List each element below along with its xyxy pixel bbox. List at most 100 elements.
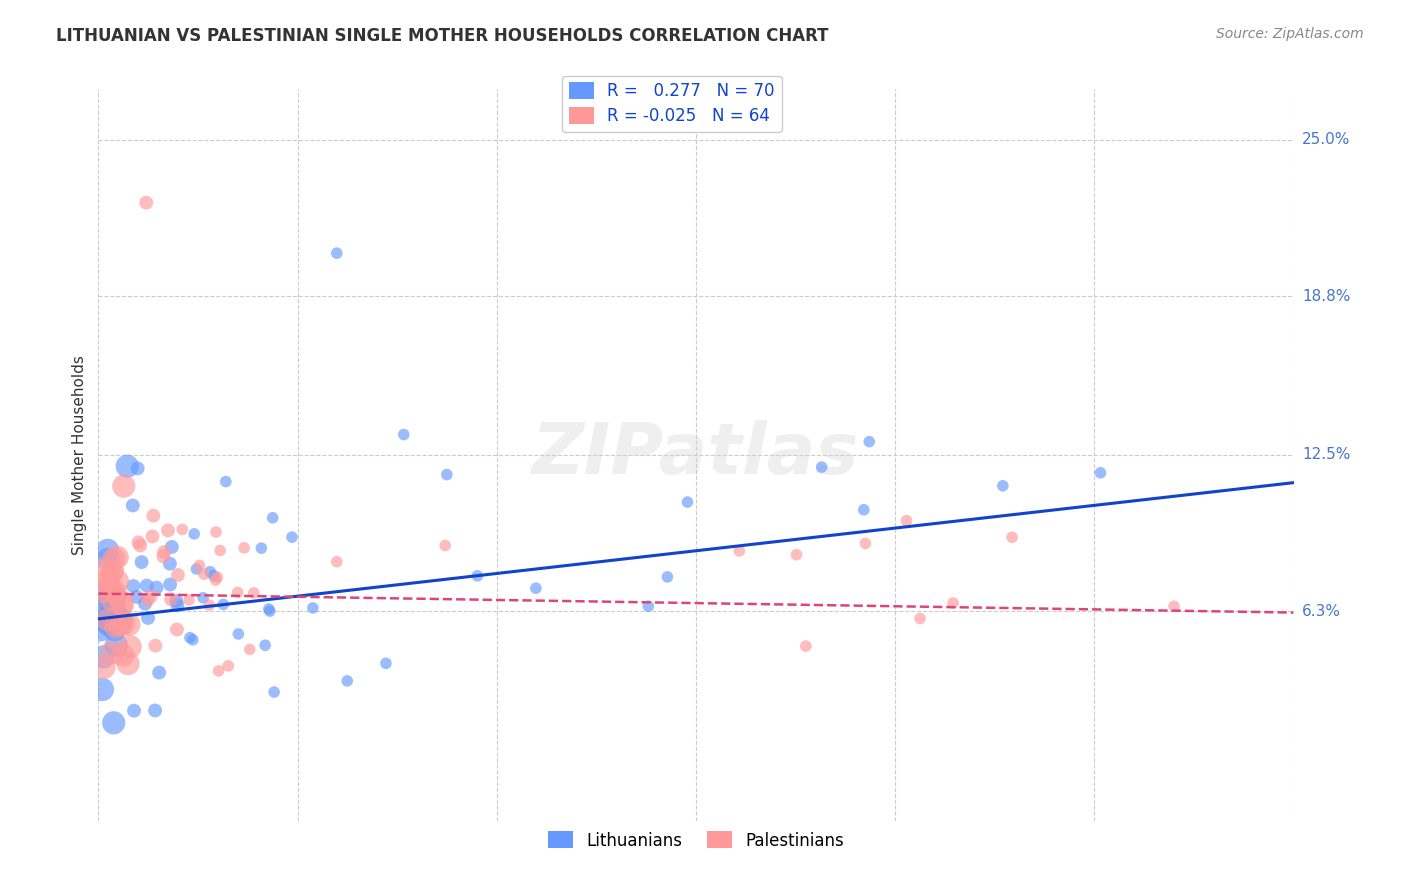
Palestinians	[142, 508, 165, 523]
Palestinians	[127, 535, 149, 549]
Lithuanians	[90, 602, 112, 616]
Palestinians	[209, 543, 232, 558]
Lithuanians	[436, 467, 458, 482]
Text: Source: ZipAtlas.com: Source: ZipAtlas.com	[1216, 27, 1364, 41]
Lithuanians	[97, 552, 120, 566]
Lithuanians	[259, 604, 281, 618]
Lithuanians	[91, 649, 114, 664]
Palestinians	[242, 586, 264, 600]
Palestinians	[908, 611, 931, 625]
Palestinians	[728, 544, 751, 558]
Palestinians	[233, 541, 256, 555]
Palestinians	[226, 585, 249, 599]
Lithuanians	[148, 665, 170, 680]
Lithuanians	[160, 540, 183, 554]
Palestinians	[101, 564, 124, 578]
Lithuanians	[98, 596, 121, 610]
Lithuanians	[97, 543, 120, 558]
Lithuanians	[96, 615, 118, 629]
Lithuanians	[858, 434, 880, 449]
Text: 6.3%: 6.3%	[1302, 604, 1341, 619]
Palestinians	[207, 664, 229, 678]
Palestinians	[153, 545, 176, 559]
Lithuanians	[1090, 466, 1112, 480]
Palestinians	[107, 574, 129, 589]
Palestinians	[103, 552, 125, 566]
Palestinians	[326, 555, 349, 569]
Palestinians	[91, 584, 114, 599]
Lithuanians	[198, 565, 221, 579]
Palestinians	[129, 539, 152, 553]
Palestinians	[108, 618, 131, 632]
Palestinians	[112, 616, 135, 631]
Palestinians	[101, 646, 124, 660]
Palestinians	[794, 639, 817, 653]
Palestinians	[434, 539, 457, 553]
Palestinians	[118, 617, 141, 632]
Lithuanians	[125, 590, 148, 604]
Lithuanians	[212, 598, 235, 612]
Lithuanians	[159, 557, 181, 571]
Lithuanians	[810, 460, 832, 475]
Palestinians	[136, 593, 159, 607]
Text: ZIPatlas: ZIPatlas	[533, 420, 859, 490]
Lithuanians	[375, 657, 398, 671]
Lithuanians	[143, 703, 166, 717]
Lithuanians	[122, 704, 145, 718]
Lithuanians	[89, 623, 111, 637]
Lithuanians	[105, 638, 128, 652]
Text: 25.0%: 25.0%	[1302, 132, 1350, 147]
Lithuanians	[98, 587, 121, 601]
Lithuanians	[191, 591, 214, 605]
Lithuanians	[103, 601, 125, 615]
Legend: Lithuanians, Palestinians: Lithuanians, Palestinians	[541, 825, 851, 856]
Lithuanians	[135, 579, 157, 593]
Palestinians	[160, 592, 183, 607]
Lithuanians	[676, 495, 699, 509]
Palestinians	[111, 596, 134, 610]
Lithuanians	[467, 569, 489, 583]
Palestinians	[855, 536, 877, 550]
Lithuanians	[991, 479, 1014, 493]
Palestinians	[120, 640, 142, 654]
Y-axis label: Single Mother Households: Single Mother Households	[72, 355, 87, 555]
Palestinians	[172, 522, 194, 536]
Lithuanians	[179, 631, 201, 645]
Palestinians	[205, 524, 228, 539]
Lithuanians	[134, 597, 156, 611]
Palestinians	[111, 599, 134, 613]
Palestinians	[204, 573, 226, 587]
Palestinians	[104, 586, 127, 600]
Palestinians	[93, 660, 115, 674]
Lithuanians	[97, 617, 120, 632]
Palestinians	[193, 567, 215, 582]
Text: 18.8%: 18.8%	[1302, 288, 1350, 303]
Lithuanians	[131, 555, 153, 569]
Text: 12.5%: 12.5%	[1302, 448, 1350, 462]
Palestinians	[117, 657, 139, 671]
Lithuanians	[104, 623, 127, 637]
Lithuanians	[104, 590, 127, 604]
Palestinians	[104, 619, 127, 633]
Palestinians	[167, 568, 190, 582]
Lithuanians	[145, 581, 167, 595]
Palestinians	[786, 548, 808, 562]
Lithuanians	[257, 602, 280, 616]
Lithuanians	[852, 502, 875, 516]
Lithuanians	[166, 599, 188, 613]
Lithuanians	[117, 459, 139, 474]
Palestinians	[93, 562, 115, 576]
Lithuanians	[336, 673, 359, 688]
Lithuanians	[103, 715, 125, 730]
Palestinians	[188, 558, 211, 573]
Palestinians	[101, 592, 124, 607]
Palestinians	[942, 596, 965, 610]
Palestinians	[239, 642, 262, 657]
Lithuanians	[159, 577, 181, 591]
Lithuanians	[136, 611, 159, 625]
Lithuanians	[97, 609, 120, 624]
Lithuanians	[254, 638, 277, 652]
Palestinians	[166, 623, 188, 637]
Lithuanians	[262, 510, 284, 524]
Lithuanians	[215, 475, 238, 489]
